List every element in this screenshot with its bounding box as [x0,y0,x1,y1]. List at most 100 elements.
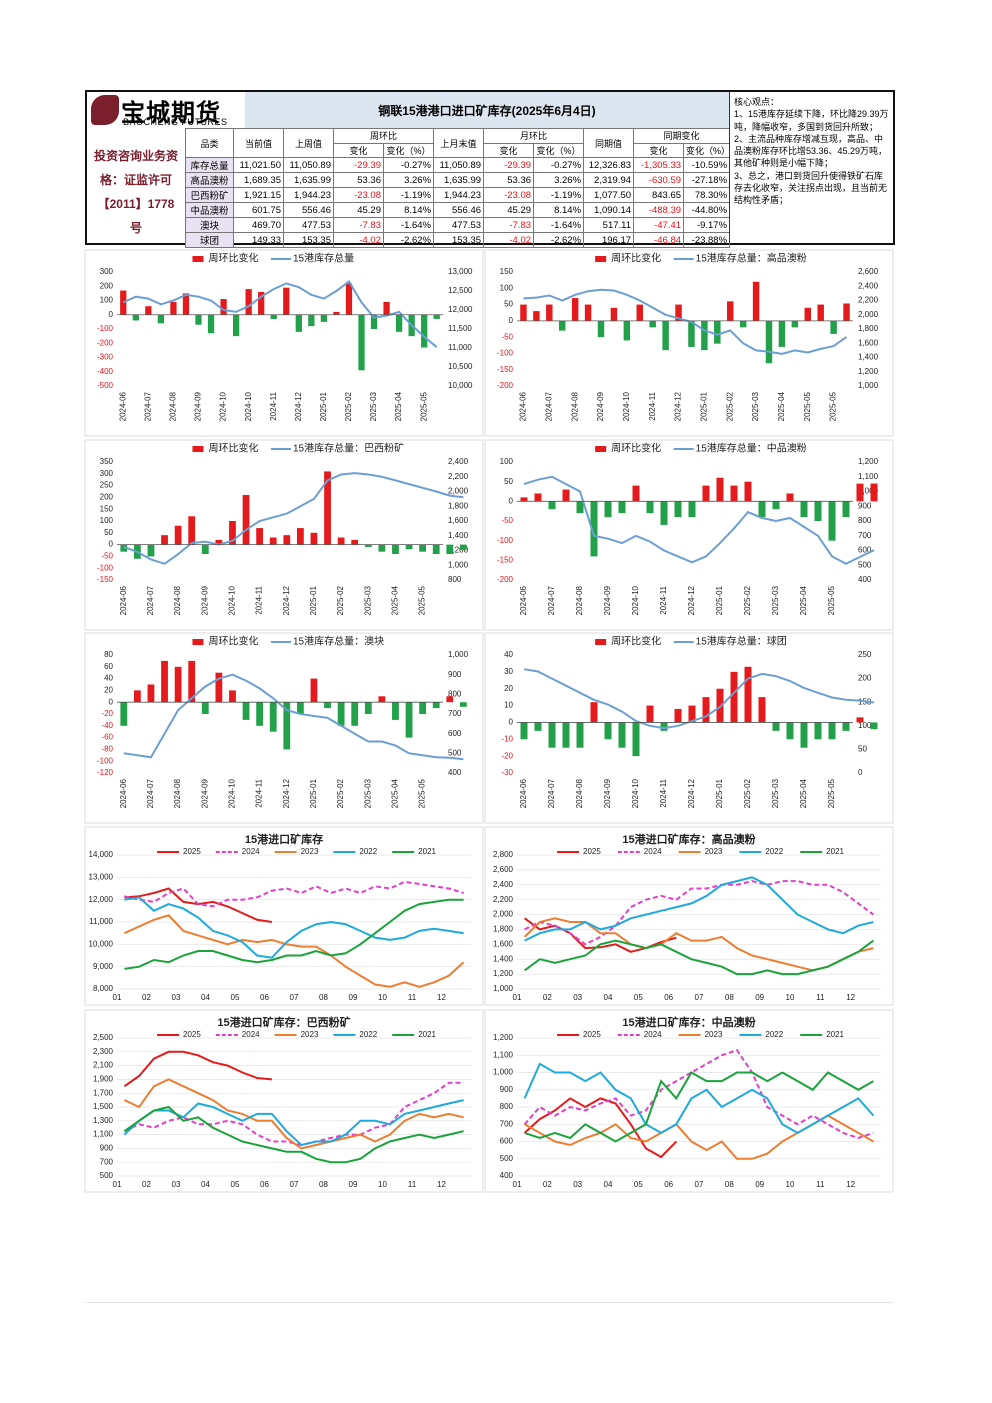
x-tick-label: 2024-10 [244,391,253,421]
y2-tick-label: 400 [858,575,872,584]
bar [296,702,304,714]
sub-column-header: 变化 [483,142,535,158]
bar [701,320,708,351]
table-cell: 3.26% [533,172,585,188]
table-row: 球团 149.33 153.35 -4.02 -2.62% 153.35 -4.02 -2.6… [185,232,731,248]
table-cell: -7.83 [483,217,535,233]
chart-frame [84,1009,484,1193]
y2-tick-label: 1,100 [858,472,879,481]
y-tick-label: 2,100 [93,1061,114,1070]
y2-tick-label: 800 [448,575,462,584]
y-tick-label: -80 [101,745,113,754]
bar [147,544,155,557]
bar [604,501,612,518]
y-tick-label: 1,400 [493,954,514,963]
table-cell: 601.75 [233,202,284,218]
bar [395,314,403,332]
bar [646,501,654,514]
y-tick-label: 10 [504,701,513,710]
y2-tick-label: 2,200 [448,472,469,481]
x-tick-label: 2024-08 [575,585,584,615]
x-tick-label: 02 [142,993,151,1002]
y-tick-label: -150 [97,575,114,584]
chart-title: 15港进口矿库存：中品澳粉 [622,1015,755,1029]
line [124,880,464,908]
sub-column-header: 变化 [633,142,685,158]
table-cell: 53.36 [333,172,384,188]
x-tick-label: 2024-11 [648,391,657,420]
legend-label: 2022 [359,1030,377,1039]
x-tick-label: 2025-04 [391,778,400,808]
bar [229,690,236,703]
y2-tick-label: 10,000 [448,381,473,390]
bar [562,722,570,748]
column-header: 周环比 [332,128,435,144]
bar [632,722,640,757]
x-tick-label: 2025-02 [725,391,734,421]
bar [674,501,682,518]
table-cell: 3.26% [382,172,435,188]
table-cell: 149.33 [233,232,284,248]
y-tick-label: 0 [109,310,114,319]
bar [242,495,250,545]
y2-tick-label: 1,600 [858,338,879,347]
table-row: 中品澳粉 601.75 556.46 45.29 8.14% 556.46 45.29 8.1… [185,202,731,218]
y2-tick-label: 2,400 [448,457,469,466]
bar [405,702,413,738]
y-tick-label: -100 [97,756,114,765]
table-cell: -488.39 [633,202,685,218]
bar [646,705,654,723]
x-tick-label: 2024-11 [659,585,668,614]
chart-title: 15港进口矿库存：巴西粉矿 [217,1015,350,1029]
bar [378,696,386,703]
chart-frame [484,1009,894,1193]
table-cell: 2,319.94 [583,172,635,188]
x-tick-label: 2025-01 [319,391,328,421]
bar [405,544,413,550]
legend-label: 周环比变化 [208,252,258,265]
legend-label: 2021 [826,1030,844,1039]
bar [533,311,540,321]
bar [370,314,378,329]
x-tick-label: 2025-05 [419,391,428,421]
y-tick-label: -200 [97,338,114,347]
table-cell: 1,944.23 [283,187,334,203]
logo-mark [91,95,119,125]
table-cell: -630.59 [633,172,685,188]
y-tick-label: 2,000 [493,910,514,919]
legend-swatch [595,256,607,262]
bar [174,666,182,703]
bar [744,481,752,502]
legend-swatch [192,639,204,645]
x-tick-label: 2024-07 [146,585,155,615]
y-tick-label: 1,200 [493,969,514,978]
y-tick-label: 1,500 [93,1102,114,1111]
bar [256,702,264,726]
x-tick-label: 12 [437,1180,446,1189]
x-tick-label: 01 [113,1180,122,1189]
x-tick-label: 2024-09 [603,778,612,808]
y2-tick-label: 1,000 [448,650,469,659]
bar [714,320,721,344]
x-tick-label: 2025-05 [827,585,836,615]
table-cell: 556.46 [283,202,334,218]
sub-column-header: 变化（%） [533,142,585,158]
table-cell: -9.17% [683,217,731,233]
bar [242,702,250,720]
legend-label: 2023 [301,847,319,856]
legend-label: 2025 [583,847,601,856]
bar [660,501,668,525]
bar [161,660,168,703]
x-tick-label: 2024-10 [219,391,228,421]
line [523,475,875,565]
y2-tick-label: 100 [858,721,872,730]
bar [195,314,202,325]
x-tick-label: 2025-01 [715,585,724,615]
bar [548,722,556,748]
y-tick-label: 1,100 [93,1130,114,1139]
column-header: 品类 [185,128,234,158]
x-tick-label: 11 [408,993,417,1002]
x-tick-label: 06 [260,1180,269,1189]
y-tick-label: 60 [104,662,113,671]
